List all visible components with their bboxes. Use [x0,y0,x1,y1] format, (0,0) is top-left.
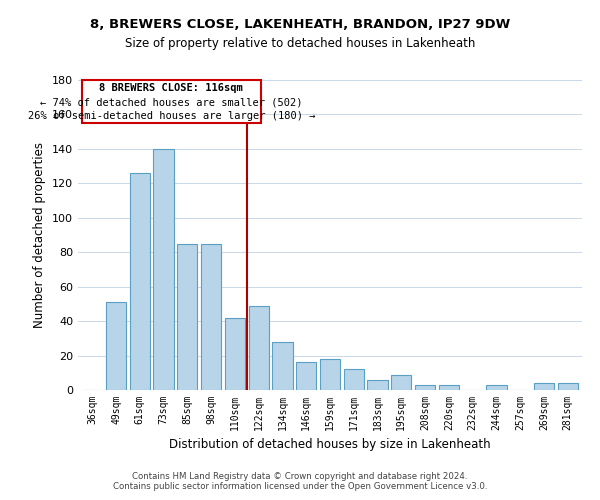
Text: 8 BREWERS CLOSE: 116sqm: 8 BREWERS CLOSE: 116sqm [100,84,243,94]
Bar [439,385,459,390]
Bar [557,383,578,390]
Bar [154,149,173,390]
Bar [415,385,435,390]
Bar [272,342,293,390]
Bar [106,302,126,390]
Bar [391,374,412,390]
Bar [177,244,197,390]
Y-axis label: Number of detached properties: Number of detached properties [34,142,46,328]
Bar [344,370,364,390]
Bar [201,244,221,390]
FancyBboxPatch shape [82,80,261,123]
Text: Contains public sector information licensed under the Open Government Licence v3: Contains public sector information licen… [113,482,487,491]
Bar [320,359,340,390]
Text: Contains HM Land Registry data © Crown copyright and database right 2024.: Contains HM Land Registry data © Crown c… [132,472,468,481]
Bar [225,318,245,390]
Text: 26% of semi-detached houses are larger (180) →: 26% of semi-detached houses are larger (… [28,111,315,121]
X-axis label: Distribution of detached houses by size in Lakenheath: Distribution of detached houses by size … [169,438,491,452]
Bar [296,362,316,390]
Bar [130,173,150,390]
Bar [487,385,506,390]
Text: ← 74% of detached houses are smaller (502): ← 74% of detached houses are smaller (50… [40,97,302,107]
Bar [367,380,388,390]
Text: 8, BREWERS CLOSE, LAKENHEATH, BRANDON, IP27 9DW: 8, BREWERS CLOSE, LAKENHEATH, BRANDON, I… [90,18,510,30]
Bar [248,306,269,390]
Bar [534,383,554,390]
Text: Size of property relative to detached houses in Lakenheath: Size of property relative to detached ho… [125,38,475,51]
